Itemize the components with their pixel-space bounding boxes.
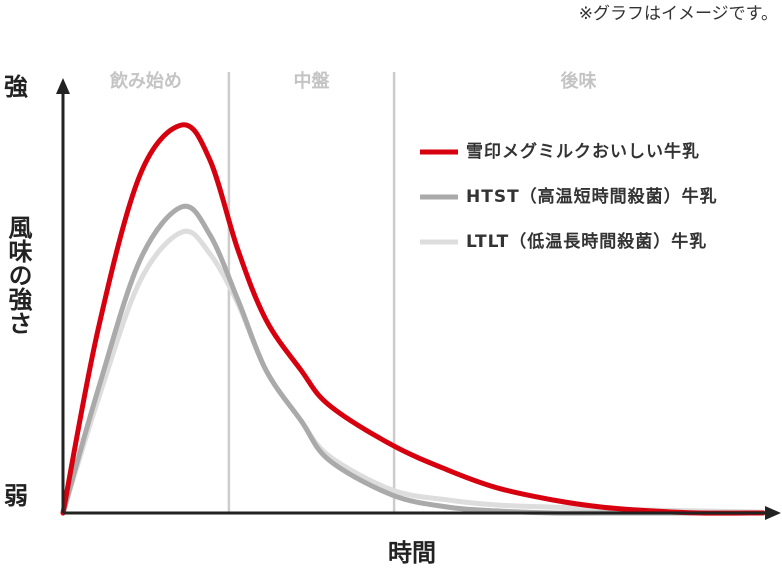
phase-label: 中盤 <box>294 70 331 92</box>
y-axis-label: 風味の強さ <box>4 215 32 335</box>
legend-label: 雪印メグミルクおいしい牛乳 <box>466 141 700 162</box>
y-high-label: 強 <box>4 73 28 101</box>
series-line <box>60 122 766 516</box>
series-line <box>60 203 766 516</box>
y-arrow <box>56 78 70 94</box>
phase-label: 飲み始め <box>109 70 182 92</box>
legend-label: HTST（高温短時間殺菌）牛乳 <box>466 186 718 207</box>
legend-label: LTLT（低温長時間殺菌）牛乳 <box>466 231 707 252</box>
series-line <box>60 228 766 516</box>
phase-label: 後味 <box>561 70 597 92</box>
note: ※グラフはイメージです。 <box>579 4 778 24</box>
x-axis-label: 時間 <box>388 539 436 567</box>
y-low-label: 弱 <box>4 482 28 510</box>
x-arrow <box>765 506 781 520</box>
